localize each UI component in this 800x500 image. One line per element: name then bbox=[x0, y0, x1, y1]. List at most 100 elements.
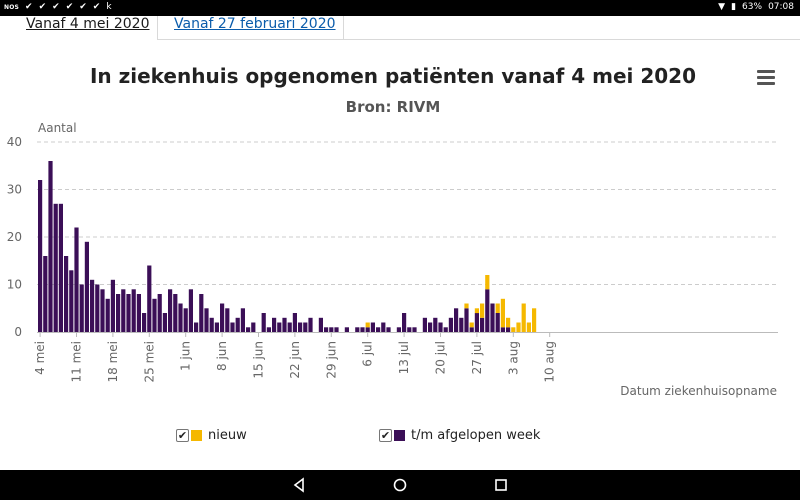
bar-week[interactable] bbox=[376, 327, 381, 333]
bar-week[interactable] bbox=[178, 303, 183, 333]
bar-week[interactable] bbox=[110, 279, 115, 333]
bar-week[interactable] bbox=[38, 180, 43, 332]
bar-week[interactable] bbox=[438, 322, 443, 333]
bar-week[interactable] bbox=[344, 327, 349, 333]
bar-nieuw[interactable] bbox=[521, 303, 526, 333]
bar-nieuw[interactable] bbox=[469, 322, 474, 328]
bar-week[interactable] bbox=[230, 322, 235, 333]
bar-week[interactable] bbox=[100, 289, 105, 333]
bar-nieuw[interactable] bbox=[480, 303, 485, 318]
bar-week[interactable] bbox=[251, 322, 256, 333]
home-icon[interactable] bbox=[392, 477, 408, 493]
bar-week[interactable] bbox=[48, 161, 53, 332]
bar-week[interactable] bbox=[162, 313, 167, 332]
bar-week[interactable] bbox=[282, 317, 287, 333]
bar-week[interactable] bbox=[396, 327, 401, 333]
bar-week[interactable] bbox=[443, 327, 448, 333]
bar-nieuw[interactable] bbox=[506, 317, 511, 328]
bar-week[interactable] bbox=[126, 294, 131, 332]
bar-week[interactable] bbox=[58, 203, 63, 333]
bar-week[interactable] bbox=[381, 322, 386, 333]
bar-week[interactable] bbox=[261, 313, 266, 332]
bar-week[interactable] bbox=[225, 308, 230, 333]
bar-week[interactable] bbox=[506, 327, 511, 333]
bar-week[interactable] bbox=[480, 317, 485, 333]
bar-week[interactable] bbox=[272, 317, 277, 333]
bar-week[interactable] bbox=[74, 227, 79, 333]
bar-week[interactable] bbox=[121, 289, 126, 333]
bar-week[interactable] bbox=[360, 327, 365, 333]
bar-week[interactable] bbox=[287, 322, 292, 333]
bar-week[interactable] bbox=[298, 322, 303, 333]
legend-week[interactable]: ✔ t/m afgelopen week bbox=[379, 428, 540, 443]
bar-week[interactable] bbox=[84, 241, 89, 333]
bar-week[interactable] bbox=[240, 308, 245, 333]
bar-week[interactable] bbox=[324, 327, 329, 333]
bar-week[interactable] bbox=[329, 327, 334, 333]
bar-week[interactable] bbox=[188, 289, 193, 333]
bar-week[interactable] bbox=[194, 322, 199, 333]
bar-nieuw[interactable] bbox=[495, 303, 500, 314]
bar-week[interactable] bbox=[90, 279, 95, 333]
bar-week[interactable] bbox=[422, 317, 427, 333]
legend-checkbox-week[interactable]: ✔ bbox=[379, 429, 392, 442]
bar-week[interactable] bbox=[43, 256, 48, 332]
bar-week[interactable] bbox=[402, 313, 407, 332]
bar-week[interactable] bbox=[485, 289, 490, 333]
bar-week[interactable] bbox=[157, 294, 162, 332]
bar-week[interactable] bbox=[464, 308, 469, 333]
bar-week[interactable] bbox=[474, 313, 479, 332]
bar-week[interactable] bbox=[105, 298, 110, 333]
bar-nieuw[interactable] bbox=[500, 298, 505, 328]
bar-week[interactable] bbox=[116, 294, 121, 332]
bar-week[interactable] bbox=[448, 317, 453, 333]
bar-week[interactable] bbox=[173, 294, 178, 332]
bar-week[interactable] bbox=[277, 322, 282, 333]
bar-week[interactable] bbox=[199, 294, 204, 332]
hamburger-menu-icon[interactable] bbox=[757, 70, 775, 86]
bar-week[interactable] bbox=[490, 303, 495, 333]
bar-nieuw[interactable] bbox=[474, 308, 479, 314]
bar-week[interactable] bbox=[246, 327, 251, 333]
bar-week[interactable] bbox=[142, 313, 147, 332]
bar-week[interactable] bbox=[459, 317, 464, 333]
bar-week[interactable] bbox=[131, 289, 136, 333]
bar-week[interactable] bbox=[209, 317, 214, 333]
bar-week[interactable] bbox=[428, 322, 433, 333]
bar-week[interactable] bbox=[147, 265, 152, 333]
bar-week[interactable] bbox=[64, 256, 69, 332]
bar-week[interactable] bbox=[495, 313, 500, 332]
bar-week[interactable] bbox=[407, 327, 412, 333]
bar-week[interactable] bbox=[469, 327, 474, 333]
bar-nieuw[interactable] bbox=[516, 322, 521, 333]
tab-vanaf-4-mei[interactable]: Vanaf 4 mei 2020 bbox=[10, 16, 158, 40]
bar-week[interactable] bbox=[308, 317, 313, 333]
bar-nieuw[interactable] bbox=[485, 275, 490, 290]
bar-week[interactable] bbox=[370, 322, 375, 333]
bar-nieuw[interactable] bbox=[365, 322, 370, 328]
bar-week[interactable] bbox=[303, 322, 308, 333]
bar-nieuw[interactable] bbox=[464, 303, 469, 309]
bar-week[interactable] bbox=[168, 289, 173, 333]
bar-week[interactable] bbox=[204, 308, 209, 333]
bar-week[interactable] bbox=[53, 203, 58, 333]
bar-nieuw[interactable] bbox=[532, 308, 537, 333]
bar-week[interactable] bbox=[292, 313, 297, 332]
bar-week[interactable] bbox=[365, 327, 370, 333]
tab-vanaf-27-februari[interactable]: Vanaf 27 februari 2020 bbox=[158, 16, 344, 40]
bar-week[interactable] bbox=[318, 317, 323, 333]
bar-week[interactable] bbox=[79, 284, 84, 333]
bar-week[interactable] bbox=[136, 294, 141, 332]
bar-week[interactable] bbox=[235, 317, 240, 333]
bar-week[interactable] bbox=[334, 327, 339, 333]
bar-week[interactable] bbox=[152, 298, 157, 333]
bar-week[interactable] bbox=[386, 327, 391, 333]
bar-week[interactable] bbox=[69, 270, 74, 333]
bar-week[interactable] bbox=[454, 308, 459, 333]
bar-nieuw[interactable] bbox=[526, 322, 531, 333]
bar-week[interactable] bbox=[500, 327, 505, 333]
bar-week[interactable] bbox=[183, 308, 188, 333]
bar-week[interactable] bbox=[95, 284, 100, 333]
bar-week[interactable] bbox=[220, 303, 225, 333]
legend-checkbox-nieuw[interactable]: ✔ bbox=[176, 429, 189, 442]
